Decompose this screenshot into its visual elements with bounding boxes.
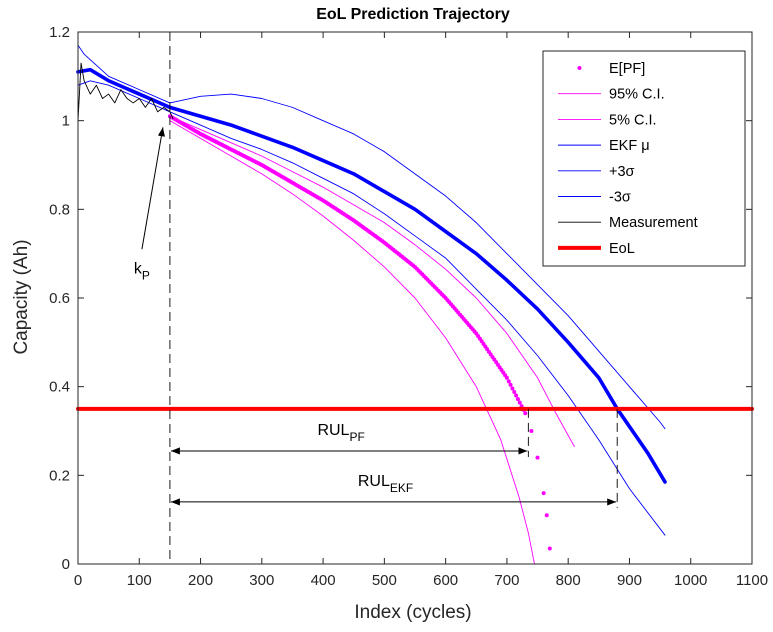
kp-arrow [141, 127, 165, 250]
x-tick-label: 1100 [736, 572, 768, 589]
x-tick-label: 0 [74, 572, 82, 589]
y-axis-label: Capacity (Ah) [11, 239, 32, 354]
kp-label: kP [134, 261, 150, 283]
data-point [508, 382, 513, 387]
x-tick-label: 400 [311, 572, 336, 589]
x-tick-label: 500 [372, 572, 397, 589]
axes: 0 100 200 300 400 500 600 700 800 900 1000 1100 0 0.2… [49, 24, 768, 589]
legend-label-5-c-i: 5% C.I. [609, 112, 657, 128]
series-3-line [77, 44, 666, 430]
data-point [535, 455, 540, 460]
y-tick-label: 0.2 [49, 467, 70, 484]
data-point [547, 546, 552, 551]
x-tick-label: 1000 [674, 572, 707, 589]
data-point [529, 429, 534, 433]
data-point [515, 397, 520, 402]
data-point [504, 375, 509, 380]
legend-label-95-c-i: 95% C.I. [609, 87, 665, 103]
x-tick-label: 800 [556, 572, 581, 589]
legend-label-measurement: Measurement [609, 215, 698, 231]
rul-ekf-label: RULEKF [358, 473, 413, 495]
x-tick-label: 300 [249, 572, 274, 589]
legend-label-eol: EoL [609, 241, 635, 257]
rul-pf-label: RULPF [317, 422, 364, 444]
series-5-c-i-line [169, 120, 535, 565]
y-tick-label: 0.8 [49, 201, 70, 218]
data-point [514, 393, 519, 398]
legend-box [542, 50, 746, 267]
x-tick-label: 600 [433, 572, 458, 589]
legend-label-3: +3σ [609, 164, 635, 180]
chart-title: EoL Prediction Trajectory [316, 6, 510, 23]
x-tick-label: 200 [188, 572, 213, 589]
series-3-line [77, 80, 666, 536]
x-tick-label: 100 [127, 572, 152, 589]
data-point [523, 411, 528, 416]
y-tick-label: 1 [62, 113, 70, 130]
legend-label-3: -3σ [609, 190, 631, 206]
legend-label-e-pf: E[PF] [609, 61, 645, 77]
series-measurement-line [77, 62, 174, 122]
y-tick-label: 1.2 [49, 24, 70, 41]
x-tick-label: 900 [617, 572, 642, 589]
series-95-c-i-line [169, 115, 575, 447]
plot-area: kP RULPF RULEKF [76, 32, 754, 565]
data-point [510, 386, 515, 391]
rul-ekf-label-subscript: EKF [390, 481, 413, 495]
x-axis-label: Index (cycles) [354, 602, 471, 623]
rul-pf-label-subscript: PF [349, 430, 364, 444]
y-tick-label: 0.4 [49, 379, 70, 396]
data-point [517, 400, 522, 405]
x-tick-label: 700 [494, 572, 519, 589]
kp-label-subscript: P [142, 269, 150, 283]
legend: E[PF] 95% C.I. 5% C.I. EKF μ +3σ -3σ Measureme… [542, 50, 746, 267]
legend-swatch-e-pf [577, 66, 582, 70]
series-ekf-line [76, 67, 667, 484]
data-point [512, 389, 517, 394]
data-point [541, 491, 546, 496]
data-point [544, 513, 549, 518]
legend-label-ekf: EKF μ [609, 138, 650, 154]
data-point [506, 379, 511, 384]
y-tick-label: 0.6 [49, 290, 70, 307]
y-tick-label: 0 [62, 556, 70, 573]
